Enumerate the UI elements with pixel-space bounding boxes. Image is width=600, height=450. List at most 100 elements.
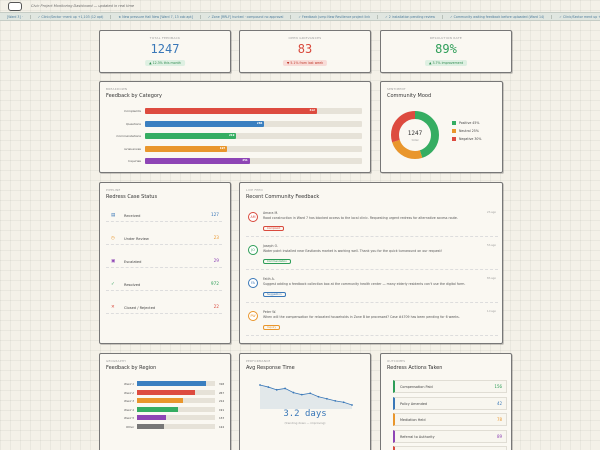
category-track: 219 [145,133,362,139]
region-bar[interactable] [137,424,164,429]
status-label: Received [124,214,141,218]
region-value: 133 [219,416,225,421]
status-count: 29 [213,259,219,264]
category-label: Grievances [124,146,141,151]
category-value: 197 [219,146,226,150]
stat-value: 89% [435,42,457,56]
mood-slice[interactable] [391,111,439,159]
top-bar: Civic Project Monitoring Dashboard — upd… [0,0,600,12]
category-bar[interactable]: 197 [145,145,228,152]
category-row: Grievances 197 [106,145,362,152]
feedback-author: Fatih A. [263,277,275,281]
category-bar[interactable]: 219 [145,133,237,139]
region-bar[interactable] [137,406,179,412]
feedback-item[interactable]: AM Amara M. 2h ago Road construction in War… [246,209,498,237]
stat-value: 1247 [150,42,180,56]
mood-legend-item: Negative 30% [452,136,481,141]
region-label: Ward 5 [124,416,134,421]
feedback-item[interactable]: PW Peter W. 1d ago When will the compensati… [246,308,498,336]
feedback-timestamp: 2h ago [487,211,496,214]
category-bar[interactable]: 286 [145,120,265,127]
category-title: Feedback by Category [106,93,162,99]
region-bar[interactable] [137,415,166,421]
category-track: 251 [145,158,362,164]
region-bar[interactable] [137,398,184,404]
sparkline-point[interactable] [317,395,320,398]
status-count: 127 [210,213,219,218]
feedback-tag[interactable]: Complaint [263,226,285,231]
action-count: 78 [496,417,502,422]
app-logo[interactable] [8,1,22,11]
action-row[interactable]: Compensation Paid 156 [393,380,507,393]
sparkline-point[interactable] [275,388,278,391]
legend-swatch [452,120,456,125]
status-row[interactable]: ✕ Closed / Rejected 22 [106,303,222,314]
mood-title: Community Mood [387,93,432,99]
ticker-item[interactable]: ★ New pressure Hall New [Ward 7, 13 cob … [111,14,201,19]
ticker-item[interactable]: ✓ Community waiting feedback before uplo… [443,14,553,19]
escalate-icon: ▣ [111,259,116,264]
sparkline-point[interactable] [334,399,337,402]
sparkline-point[interactable] [351,404,353,406]
feedback-text: Water point installed near Eastlands mar… [263,249,443,253]
sparkline-point[interactable] [326,397,328,400]
feedback-text: When will the compensation for relocated… [263,315,460,319]
feedback-timestamp: 5h ago [487,244,496,247]
status-row[interactable]: ▤ Received 127 [106,211,222,222]
feedback-tag[interactable]: Inquiry [263,325,281,330]
ticker-item[interactable]: ✓ 2 installation pending review [378,14,443,19]
category-bar[interactable]: 412 [145,108,317,114]
feedback-tag[interactable]: Commendation [263,259,291,264]
region-track [137,415,215,421]
action-count: 42 [496,400,502,406]
sparkline-point[interactable] [342,401,345,404]
status-label: Under Review [124,237,149,241]
ticker-item[interactable]: ✓ Clinic/Sector ment up +1,103 (12 apt) [552,15,600,19]
region-label: Other [126,425,134,429]
inbox-icon: ▤ [111,213,116,218]
stat-label: RESOLUTION RATE [429,36,463,40]
status-row[interactable]: ▣ Escalated 29 [106,257,222,268]
mood-legend-item: Positive 45% [452,120,479,125]
feedback-item[interactable]: FA Fatih A. 8h ago Suggest adding a feedbac… [246,275,498,303]
response-caption: (trending down — improving) [284,421,326,425]
region-row: Ward 1 318 [106,381,224,386]
region-bar[interactable] [137,381,206,386]
action-row[interactable]: Referral to Authority 89 [393,429,507,443]
action-row[interactable]: Infrastructure Fix [393,446,507,450]
sparkline-point[interactable] [300,393,303,396]
avatar: PW [248,311,258,321]
sparkline-point[interactable] [284,387,286,390]
action-row[interactable]: Mediation Held 78 [393,413,507,426]
action-label: Referral to Authority [400,434,435,439]
category-bar[interactable]: 251 [145,158,250,164]
region-title: Feedback by Region [106,365,157,371]
region-bar[interactable] [137,389,195,395]
feedback-timestamp: 1d ago [487,310,496,313]
donut-center-label: total [412,138,419,142]
action-count: 156 [494,384,502,389]
status-label: Resolved [124,283,141,287]
category-card: BREAKDOWN Feedback by Category Complaint… [99,81,371,173]
sparkline-point[interactable] [267,386,270,388]
status-row[interactable]: ◷ Under Review 23 [106,234,222,245]
sparkline-point[interactable] [309,392,312,395]
region-value: 318 [219,382,225,386]
actions-kicker: OUTCOMES [387,359,406,363]
sparkline-point[interactable] [292,391,295,394]
ticker-item[interactable]: ✓ Clinic/Sector ·ment up +1,103 (12 apt) [31,14,112,19]
legend-label: Neutral 25% [459,128,479,133]
category-label: Inquiries [128,159,141,163]
sparkline-point[interactable] [259,384,261,386]
mood-slice[interactable] [391,111,439,159]
check-icon: ✓ [111,282,115,287]
ticker-item[interactable]: ✓ Zone [RRLF] hunted · compound no appro… [201,14,292,19]
feedback-tag[interactable]: Suggestion [263,292,286,297]
ticker-item[interactable]: [Ward 3] · [0,14,31,19]
status-row[interactable]: ✓ Resolved 972 [106,280,222,291]
region-value: 191 [219,407,225,412]
action-row[interactable]: Policy Amended 42 [393,396,507,410]
ticker-item[interactable]: ✓ Feedback Jump New Resilience project l… [291,14,379,19]
feedback-item[interactable]: JO Joseph O. 5h ago Water point installed n… [246,242,498,270]
actions-card: OUTCOMES Redress Actions Taken Compensat… [380,353,512,450]
